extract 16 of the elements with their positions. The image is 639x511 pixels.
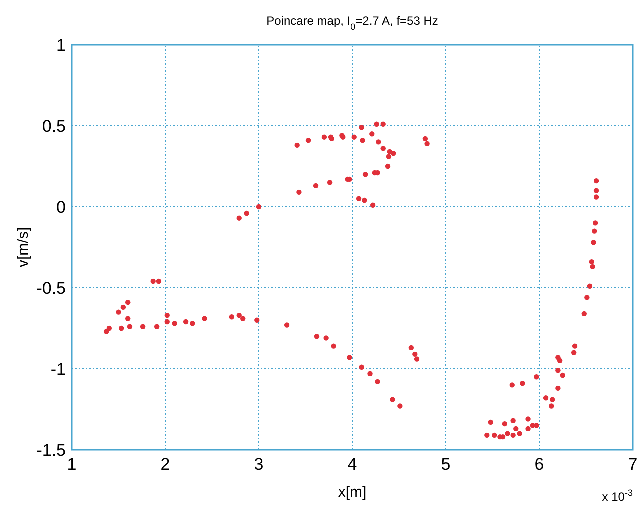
y-tick-label: -1	[50, 360, 66, 379]
y-tick-label: 0	[56, 198, 66, 217]
x-tick-label: 2	[160, 455, 170, 474]
text: x 10$^{-3}$	[602, 488, 633, 504]
y-tick-label: -1.5	[36, 441, 66, 460]
x-tick-label: 4	[348, 455, 358, 474]
y-tick-label: 1	[56, 36, 66, 55]
x-tick-label: 3	[254, 455, 264, 474]
chart-title: Poincare map, I$_{0}$=2.7 A, f=53 Hz	[266, 14, 438, 32]
x-axis-title: x[m]	[338, 484, 367, 501]
y-axis-title: v[m/s]	[15, 228, 32, 268]
x-tick-label: 5	[441, 455, 451, 474]
x-tick-label: 6	[534, 455, 544, 474]
y-tick-label: 0.5	[42, 117, 66, 136]
y-tick-label: -0.5	[36, 279, 66, 298]
x-tick-label: 7	[628, 455, 638, 474]
